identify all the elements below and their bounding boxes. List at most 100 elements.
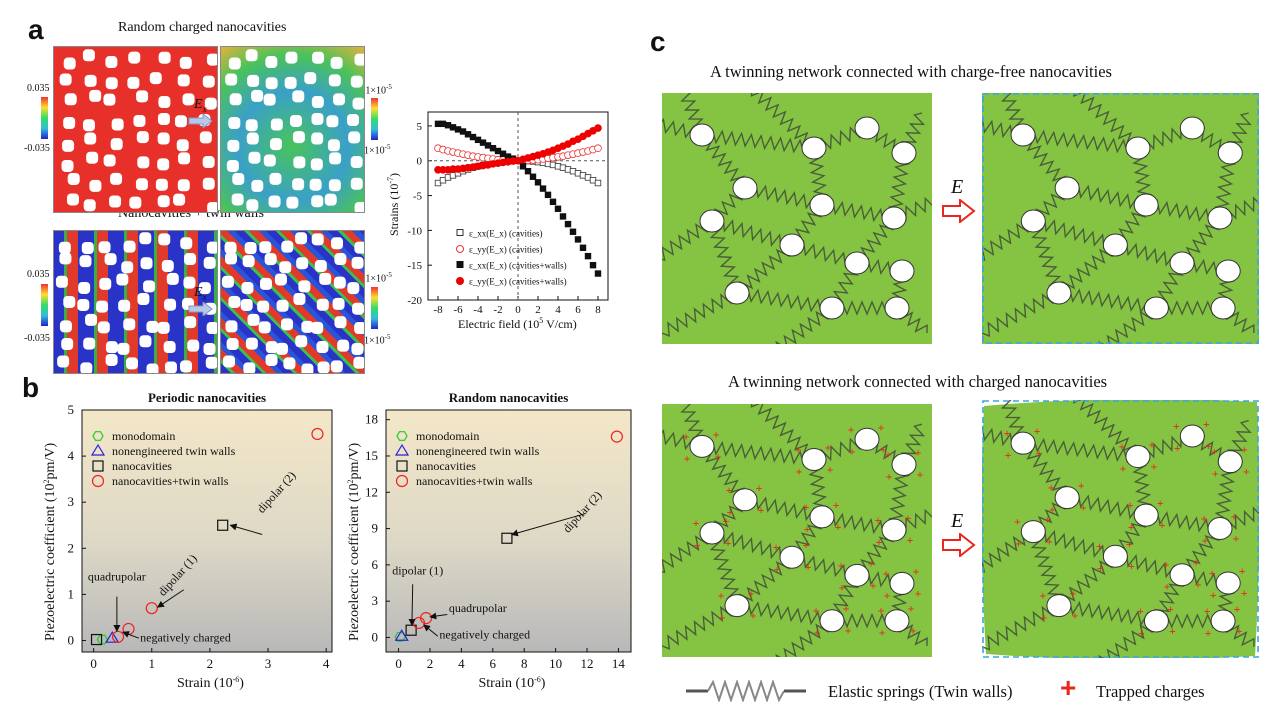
nanocavity	[881, 206, 907, 230]
cavity	[123, 240, 136, 253]
spring	[711, 216, 793, 250]
cavity	[351, 256, 364, 269]
trapped-charge: +	[804, 522, 811, 536]
annotation-arrow	[156, 589, 185, 608]
trapped-charge: +	[694, 538, 701, 552]
trapped-charge: +	[774, 562, 781, 576]
cavity	[225, 73, 238, 86]
trapped-charge: +	[1243, 465, 1250, 479]
trapped-charge: +	[1209, 566, 1216, 580]
data-point	[105, 631, 120, 643]
network-charge-free-before	[662, 93, 932, 344]
spring	[701, 439, 815, 467]
legend-label: ε_yy(E_x) (cavities+walls)	[469, 277, 567, 287]
cavity	[116, 273, 129, 286]
cavity	[330, 360, 343, 373]
cavity	[180, 237, 193, 250]
nanocavity	[1020, 209, 1046, 233]
cavity	[244, 241, 257, 254]
trapped-charge: +	[1241, 443, 1248, 457]
trapped-charge: +	[1193, 556, 1200, 570]
cavity	[316, 341, 329, 354]
trapped-charge: +	[1164, 580, 1171, 594]
trapped-charge: +	[1046, 535, 1053, 549]
cavity	[298, 280, 311, 293]
panel-c-title-top: A twinning network connected with charge…	[710, 62, 1112, 81]
cavity	[161, 259, 174, 272]
cavity	[61, 159, 74, 172]
cavity	[63, 57, 76, 70]
nanocavity	[1054, 176, 1080, 200]
cavity	[263, 93, 276, 106]
legend-marker	[91, 474, 105, 488]
cavity	[350, 177, 363, 190]
nanocavity	[1217, 141, 1243, 165]
colorbar-bottom-right	[371, 287, 378, 329]
cavity	[309, 178, 322, 191]
cavity	[225, 320, 238, 333]
cavity	[135, 178, 148, 191]
data-point	[589, 261, 597, 269]
cavity	[289, 114, 302, 127]
trapped-charge: +	[848, 422, 855, 436]
trapped-charge: +	[839, 580, 846, 594]
spring	[1058, 242, 1116, 296]
cavity	[292, 131, 305, 144]
cavity	[158, 233, 171, 246]
trapped-charge: +	[719, 611, 726, 625]
trapped-charge: +	[835, 520, 842, 534]
trapped-charge: +	[1233, 531, 1240, 545]
cavity	[146, 363, 159, 376]
cavity	[223, 355, 236, 368]
legend-marker	[92, 460, 104, 472]
cavity	[295, 335, 308, 348]
data-point	[96, 634, 109, 645]
cavity	[206, 322, 219, 335]
cavity	[174, 115, 187, 128]
colorbar-bottom-left	[41, 284, 48, 326]
cavity	[105, 341, 118, 354]
original-boundary	[982, 400, 1259, 658]
trapped-charge: +	[1205, 626, 1212, 640]
trapped-charge: +	[1157, 496, 1164, 510]
trapped-charge: +	[878, 420, 885, 434]
trapped-charge: +	[1173, 419, 1180, 433]
y-tick-label: 3	[68, 494, 75, 509]
cavity	[207, 202, 220, 215]
nanocavity	[1217, 450, 1243, 474]
x-tick-label: 12	[581, 656, 594, 671]
cavity	[314, 259, 327, 272]
nanocavity	[1215, 571, 1241, 595]
panel-label-a: a	[28, 14, 44, 45]
nanocavity	[809, 505, 835, 529]
trapped-charge: +	[915, 445, 922, 459]
nanocavity	[1207, 206, 1233, 230]
cavity	[205, 356, 218, 369]
x-tick-label: -8	[433, 304, 443, 316]
trapped-charge: +	[827, 462, 834, 476]
data-point	[569, 228, 577, 235]
annotation-arrow	[122, 631, 140, 639]
sim-charged-cavities-after	[220, 46, 367, 215]
chart-title: Periodic nanocavities	[148, 390, 266, 405]
legend-label: nanocavities+twin walls	[112, 474, 229, 488]
cavity	[327, 139, 340, 152]
cavity	[241, 281, 254, 294]
cavity	[164, 361, 177, 374]
nanocavity	[1143, 609, 1169, 633]
cavity	[183, 276, 196, 289]
spring	[662, 289, 738, 337]
nanocavity	[1020, 520, 1046, 544]
data-point	[534, 179, 542, 186]
y-tick-label: 0	[68, 632, 75, 647]
trapped-charge: +	[905, 511, 912, 525]
trapped-charge: +	[1202, 533, 1209, 547]
nanocavity	[801, 447, 827, 471]
trapped-charge: +	[1236, 624, 1243, 638]
cavity	[258, 321, 271, 334]
legend-marker	[456, 261, 464, 268]
cavity	[284, 76, 297, 89]
nanocavity	[1210, 296, 1236, 320]
network-charged-before: + + + + + + + + + + + + + + + + + + + + + + + + + + + + + + + + + + + + + + + +…	[662, 404, 932, 657]
